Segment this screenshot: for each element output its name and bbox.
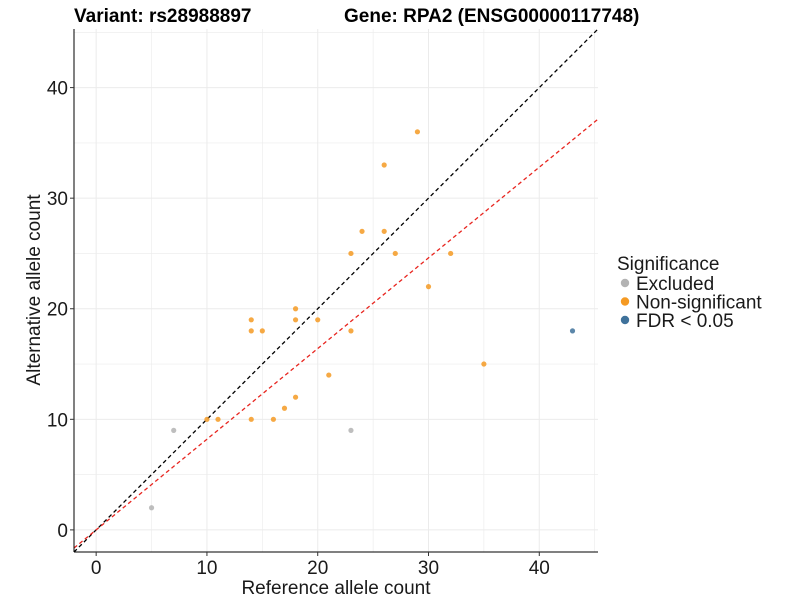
point-non-significant — [248, 317, 254, 323]
x-tick-label: 20 — [307, 558, 328, 579]
point-non-significant — [292, 394, 299, 400]
axes — [73, 29, 598, 553]
point-excluded — [171, 427, 177, 433]
point-non-significant — [215, 416, 221, 422]
x-tick-label: 30 — [418, 558, 439, 579]
reference-line-identity — [73, 28, 599, 553]
reference-lines — [73, 28, 599, 553]
legend-label: FDR < 0.05 — [636, 311, 734, 332]
point-fdr-0-05 — [569, 328, 576, 334]
point-non-significant — [414, 129, 421, 135]
point-non-significant — [270, 416, 277, 422]
point-non-significant — [425, 284, 432, 290]
legend-title: Significance — [617, 254, 719, 275]
point-non-significant — [381, 162, 387, 168]
point-non-significant — [448, 250, 454, 257]
point-non-significant — [292, 306, 299, 312]
point-non-significant — [281, 405, 288, 411]
reference-line-expected-ratio — [73, 118, 599, 549]
legend-key-fdr-0-05 — [620, 315, 630, 325]
point-non-significant — [292, 317, 299, 323]
point-non-significant — [248, 328, 254, 334]
y-axis-ticks: 0 10 20 30 40 — [47, 79, 74, 542]
x-tick-label: 0 — [91, 558, 102, 579]
point-non-significant — [204, 416, 210, 422]
point-non-significant — [359, 228, 365, 234]
x-axis-ticks: 0 10 20 30 40 — [91, 552, 550, 579]
y-tick-label: 0 — [57, 521, 68, 542]
y-tick-label: 20 — [47, 300, 68, 321]
x-axis-label: Reference allele count — [241, 578, 431, 599]
point-non-significant — [315, 317, 321, 323]
y-axis-label: Alternative allele count — [24, 194, 45, 386]
point-non-significant — [481, 361, 487, 367]
y-tick-label: 40 — [47, 79, 68, 100]
point-non-significant — [259, 328, 265, 334]
point-non-significant — [392, 250, 398, 257]
point-non-significant — [381, 228, 387, 234]
x-tick-label: 40 — [529, 558, 550, 579]
legend-key-non-significant — [620, 297, 630, 306]
y-tick-label: 30 — [47, 189, 68, 210]
chart-title-gene: Gene: RPA2 (ENSG00000117748) — [344, 6, 639, 27]
legend: Significance ExcludedNon-significantFDR … — [617, 254, 762, 332]
point-non-significant — [348, 328, 354, 334]
point-non-significant — [326, 372, 332, 378]
legend-key-excluded — [620, 278, 630, 288]
chart-title-variant: Variant: rs28988897 — [74, 6, 251, 27]
point-excluded — [148, 505, 155, 511]
gridlines — [74, 29, 598, 552]
legend-label: Non-significant — [636, 293, 762, 314]
data-points — [148, 129, 576, 511]
point-non-significant — [348, 250, 354, 257]
y-tick-label: 10 — [47, 410, 68, 431]
x-tick-label: 10 — [196, 558, 217, 579]
point-excluded — [348, 427, 354, 433]
legend-label: Excluded — [636, 274, 714, 295]
point-non-significant — [248, 416, 254, 422]
